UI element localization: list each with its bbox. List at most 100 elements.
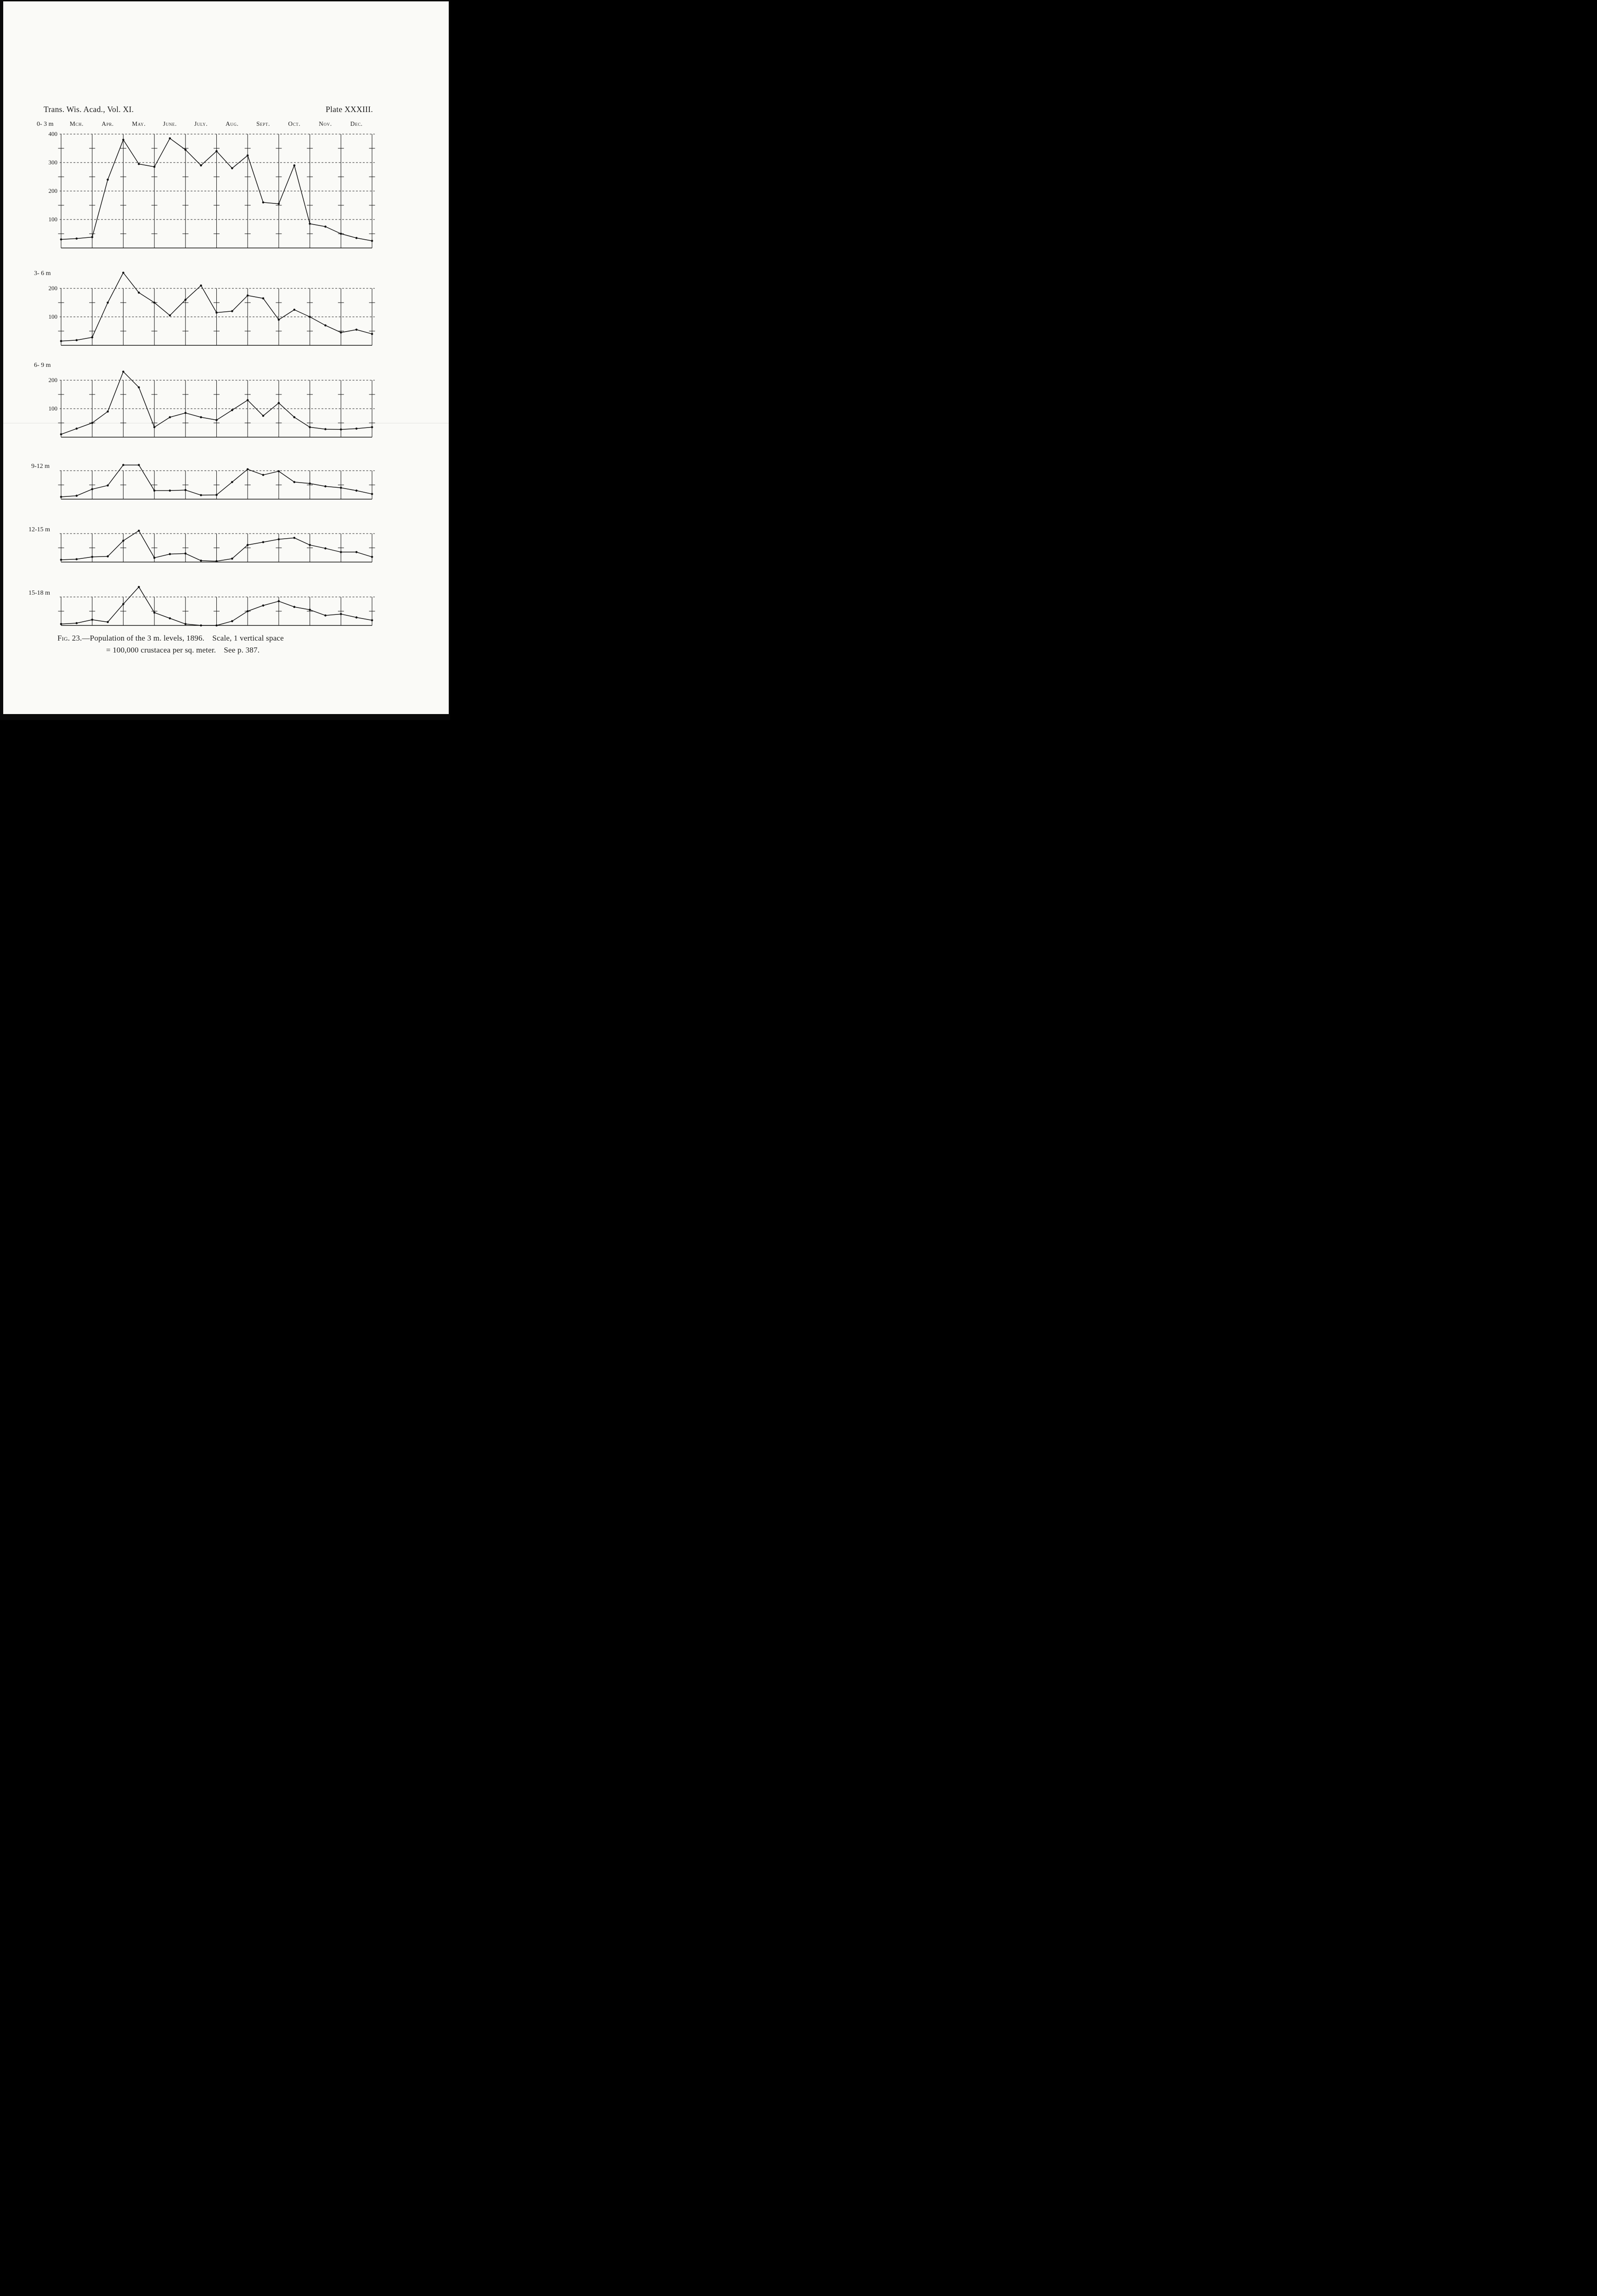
data-point [153,490,156,492]
data-point [215,311,218,314]
data-point [91,619,93,621]
month-label: Mch. [69,120,84,127]
depth-label: 15-18 m [28,590,51,597]
data-point [293,416,296,418]
data-point [231,409,233,411]
month-label: July. [194,120,208,127]
data-point [200,164,202,167]
data-point [91,236,93,238]
journal-title: Trans. Wis. Acad., Vol. XI. [44,105,134,114]
figure-23-charts [58,134,375,627]
data-point [324,225,327,228]
data-point [184,623,187,625]
y-axis-label: 300 [48,159,58,166]
data-point [215,419,218,422]
data-point [153,301,156,304]
data-point [60,433,62,436]
data-point [91,336,93,338]
depth-label: 6- 9 m [34,362,51,369]
scan-edge-right [449,0,450,720]
month-label: Dec. [350,120,363,127]
data-point [340,331,342,334]
data-point [262,604,265,607]
data-point [262,474,265,476]
y-axis-label: 100 [48,313,58,320]
data-point [371,619,373,622]
data-point [215,494,218,496]
data-point [293,164,296,167]
data-point [262,415,265,417]
data-point [215,560,218,563]
data-point [200,559,202,562]
data-point [122,603,124,605]
data-point [371,426,373,428]
figure-number: Fig. 23. [57,634,82,642]
data-point [309,426,311,428]
data-point [138,586,140,588]
data-point [138,292,140,294]
data-point [355,490,358,492]
depth-label: 12-15 m [28,526,51,533]
y-axis-label: 100 [48,216,58,223]
data-point [309,315,311,318]
data-point [60,623,62,625]
data-point [107,410,109,413]
data-point [355,328,358,331]
month-label: Oct. [288,120,301,127]
data-point [246,294,249,297]
data-point [293,537,296,539]
depth-label: 3- 6 m [34,270,51,277]
data-point [246,610,249,613]
data-point [169,137,171,140]
depth-label: 0- 3 m [37,121,54,128]
data-point [138,386,140,388]
data-point [107,621,109,623]
data-point [215,624,218,627]
data-point [324,614,327,617]
data-point [184,489,187,491]
scan-edge-left [0,0,3,720]
data-point [277,600,280,602]
data-point [231,167,233,169]
data-point [340,428,342,431]
data-point [107,178,109,181]
data-point [184,298,187,301]
data-point [169,314,171,317]
data-point [277,203,280,205]
data-point [293,481,296,484]
month-label: Nov. [319,120,332,127]
data-point [324,428,327,430]
data-point [107,484,109,487]
data-point [75,339,78,342]
data-point [200,416,202,418]
data-point [169,617,171,619]
data-point [231,620,233,622]
data-point [231,481,233,484]
data-point [200,624,202,627]
data-point [371,240,373,242]
data-point [122,139,124,141]
data-point [262,297,265,299]
data-point [153,557,156,559]
data-point [169,416,171,418]
data-point [60,558,62,561]
data-point [324,324,327,326]
data-point [184,552,187,555]
data-point [60,495,62,498]
data-point [293,606,296,608]
y-axis-label: 200 [48,187,58,194]
month-label: Sept. [256,120,270,127]
y-axis-label: 200 [48,285,58,292]
data-point [277,470,280,473]
caption-text-1: —Population of the 3 m. levels, 1896. Sc… [82,634,284,642]
data-point [122,540,124,542]
data-point [122,464,124,466]
figure-caption-line-1: Fig. 23.—Population of the 3 m. levels, … [57,634,284,643]
data-point [60,340,62,342]
data-point [371,556,373,558]
data-point [246,544,249,546]
scan-edge-bottom [0,714,450,720]
data-point [277,538,280,540]
data-point [355,616,358,619]
data-point [246,154,249,157]
